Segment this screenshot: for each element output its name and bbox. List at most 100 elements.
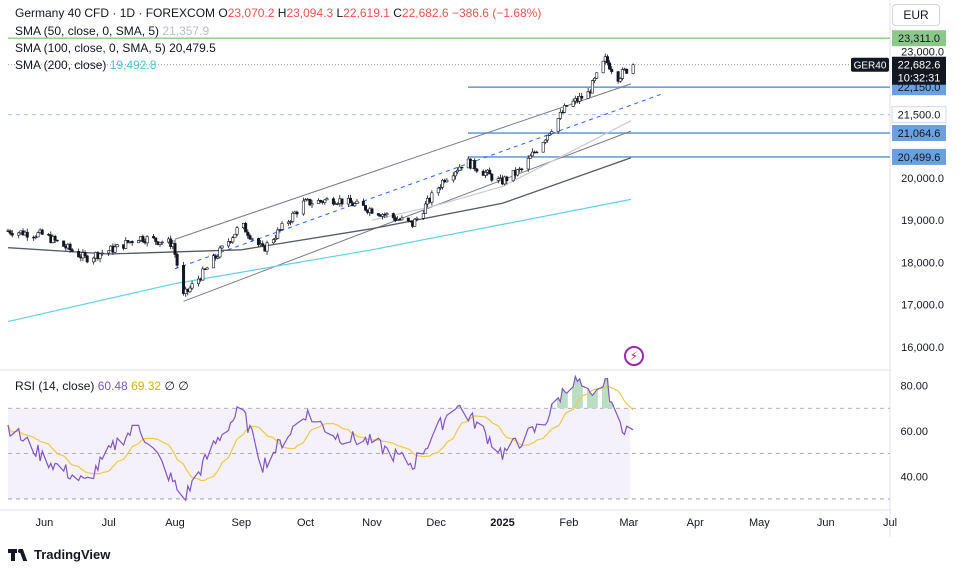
- symbol-tag-bg: [851, 57, 889, 72]
- candle-body: [201, 268, 205, 281]
- candle-body: [154, 237, 158, 242]
- candle-body: [595, 72, 599, 79]
- level-label-bg: [892, 148, 946, 165]
- candle-body: [100, 252, 104, 255]
- candle-body: [286, 221, 290, 224]
- rsi-tick: 80.00: [900, 381, 928, 393]
- countdown-timer: 10:32:31: [898, 73, 941, 85]
- candle-body: [115, 244, 119, 248]
- candle-body: [141, 236, 145, 242]
- candle-body: [8, 230, 12, 234]
- ohlc-o: O: [218, 6, 228, 20]
- candle-body: [289, 221, 293, 223]
- candle-body: [618, 78, 622, 82]
- candle-body: [511, 170, 515, 182]
- flash-event-icon[interactable]: ⚡: [624, 346, 644, 366]
- candle-body: [601, 60, 605, 74]
- candle-body: [173, 243, 177, 255]
- sma50-value: 21,357.9: [162, 24, 210, 38]
- candle-body: [550, 131, 554, 135]
- candle-body: [197, 278, 201, 285]
- sma100-legend[interactable]: SMA (100, close, 0, SMA, 5) 20,479.5: [15, 41, 216, 55]
- level-label: 21,064.6: [898, 128, 941, 140]
- time-tick: Jul: [883, 517, 897, 529]
- time-tick: Jun: [817, 517, 835, 529]
- candle-body: [458, 166, 462, 171]
- candle-body: [620, 69, 624, 79]
- candle-body: [355, 200, 359, 204]
- time-tick: 2025: [490, 517, 514, 529]
- candle-body: [308, 198, 312, 206]
- trend-channel: [174, 83, 662, 302]
- level-label: 20,499.6: [898, 152, 941, 164]
- price-tick: 18,000.0: [901, 257, 944, 269]
- sma200-value: 19,492.8: [109, 58, 157, 72]
- currency-selector[interactable]: EUR: [892, 4, 940, 26]
- level-label-bg: [891, 106, 947, 124]
- rsi-label: RSI (14, close): [15, 379, 95, 393]
- candle-body: [77, 251, 81, 258]
- level-label-bg: [892, 30, 946, 47]
- time-tick: Dec: [426, 517, 446, 529]
- candle-body: [586, 91, 590, 99]
- axes: 23,311.0 22,150.0 21,500.0 21,064.6 20,499.6…: [36, 30, 947, 529]
- candle-body: [364, 205, 368, 211]
- candle-body: [244, 222, 248, 233]
- sma50-label: SMA (50, close, 0, SMA, 5): [15, 24, 160, 38]
- sma100-label: SMA (100, close, 0, SMA, 5): [15, 41, 166, 55]
- candle-body: [188, 287, 192, 293]
- candle-body: [571, 100, 575, 107]
- ohlc-c-value: 22,682.6: [401, 6, 452, 20]
- rsi-legend[interactable]: RSI (14, close) 60.48 69.32 ∅ ∅: [15, 379, 189, 393]
- time-tick: Oct: [297, 517, 314, 529]
- candle-body: [233, 233, 237, 238]
- candle-body: [558, 111, 562, 119]
- candle-body: [256, 238, 260, 246]
- level-label: 22,150.0: [898, 82, 941, 94]
- candle-body: [451, 175, 455, 181]
- candle-body: [580, 95, 584, 99]
- sma50-legend[interactable]: SMA (50, close, 0, SMA, 5) 21,357.9: [15, 24, 209, 38]
- candle-body: [361, 200, 365, 206]
- sma200-legend[interactable]: SMA (200, close) 19,492.8: [15, 58, 156, 72]
- price-tick: 16,000.0: [901, 342, 944, 354]
- ohlc-l-value: 22,619.1: [343, 6, 394, 20]
- candle-body: [291, 212, 295, 222]
- candle-body: [246, 231, 250, 236]
- channel-mid: [174, 93, 662, 270]
- candle-body: [430, 192, 434, 203]
- chart-grid: [0, 0, 891, 537]
- time-tick: Jun: [36, 517, 54, 529]
- candle-body: [36, 232, 40, 238]
- candle-body: [310, 203, 314, 206]
- tradingview-brand[interactable]: TradingView: [8, 547, 110, 562]
- sma50-line: [371, 120, 632, 221]
- candle-body: [70, 249, 74, 252]
- candle-body: [265, 242, 269, 252]
- candle-body: [261, 243, 265, 246]
- candle-body: [17, 232, 21, 236]
- candle-body: [325, 198, 329, 201]
- candle-body: [25, 231, 29, 238]
- candle-body: [460, 166, 464, 169]
- candle-body: [475, 168, 479, 172]
- candle-body: [271, 239, 275, 244]
- candle-body: [528, 155, 532, 159]
- candle-body: [423, 203, 427, 214]
- candle-body: [169, 238, 173, 247]
- time-tick: May: [749, 517, 770, 529]
- candle-body: [530, 151, 534, 157]
- candle-body: [543, 139, 547, 143]
- rsi-extra-2: ∅: [178, 379, 189, 393]
- candle-body: [520, 168, 524, 171]
- candle-body: [113, 246, 117, 253]
- candle-body: [406, 217, 410, 222]
- symbol-legend: Germany 40 CFD · 1D · FOREXCOM O23,070.2…: [15, 6, 541, 20]
- candle-body: [40, 229, 44, 235]
- candle-body: [85, 255, 89, 263]
- candle-body: [608, 62, 612, 70]
- sma100-value: 20,479.5: [169, 41, 216, 55]
- candle-body: [175, 254, 179, 266]
- symbol-title: Germany 40 CFD · 1D · FOREXCOM: [15, 6, 216, 20]
